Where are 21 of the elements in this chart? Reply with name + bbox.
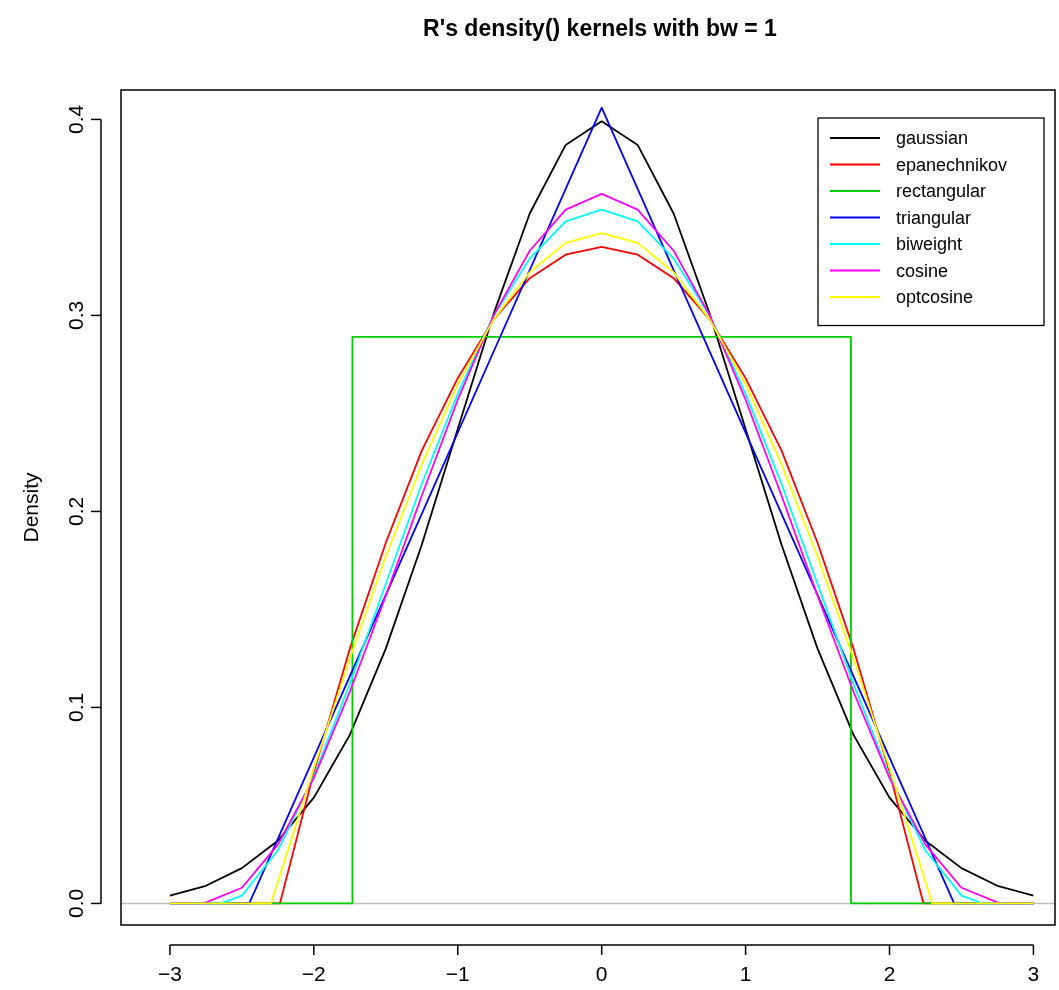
- legend-label: optcosine: [896, 287, 974, 307]
- y-tick-label: 0.3: [64, 300, 87, 331]
- y-tick-label: 0.1: [64, 692, 87, 723]
- y-tick-label: 0.2: [64, 496, 87, 527]
- y-axis-title: Density: [19, 471, 42, 543]
- legend-label: epanechnikov: [896, 154, 1008, 175]
- y-tick-label: 0.4: [64, 104, 87, 134]
- y-tick-label: 0.0: [64, 888, 87, 919]
- legend-label: cosine: [896, 260, 949, 281]
- x-tick-label: 0: [595, 962, 608, 985]
- x-tick-label: −1: [445, 962, 470, 985]
- legend-label: gaussian: [896, 128, 969, 148]
- x-tick-label: 1: [739, 962, 752, 985]
- legend-label: biweight: [896, 234, 963, 254]
- legend-label: triangular: [896, 207, 972, 228]
- legend-label: rectangular: [896, 181, 987, 201]
- x-tick-label: 3: [1027, 962, 1040, 985]
- x-tick-label: −2: [301, 962, 326, 985]
- chart-title: R's density() kernels with bw = 1: [423, 15, 778, 41]
- x-tick-label: −3: [157, 962, 182, 985]
- x-tick-label: 2: [883, 962, 896, 985]
